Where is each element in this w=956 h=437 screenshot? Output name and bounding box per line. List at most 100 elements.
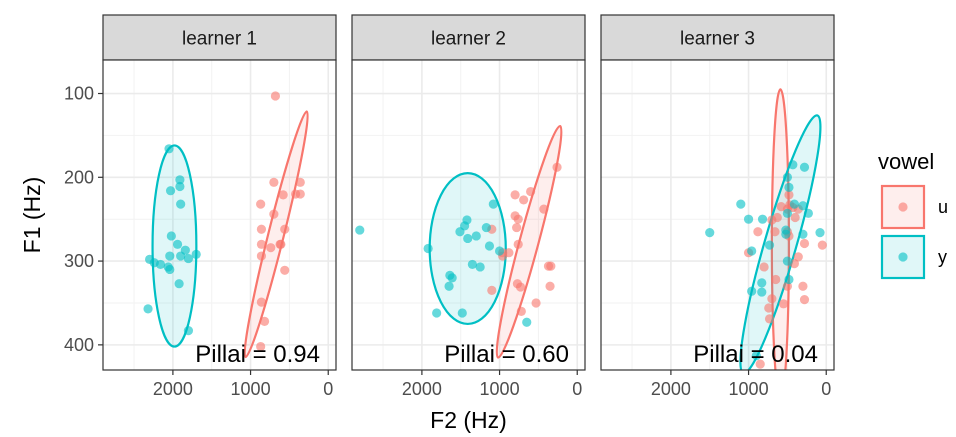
panel-border xyxy=(600,59,835,371)
point-y xyxy=(815,227,825,238)
legend-key-u: u xyxy=(880,184,948,230)
legend-label: y xyxy=(938,247,947,267)
y-tick-label: 200 xyxy=(64,167,94,187)
point-u xyxy=(269,209,279,219)
panel-background xyxy=(103,60,336,370)
point-u xyxy=(516,306,526,316)
point-u xyxy=(770,227,780,237)
point-y xyxy=(165,251,175,261)
point-y xyxy=(798,229,808,239)
point-u xyxy=(269,177,279,187)
x-tick-label: 2000 xyxy=(153,379,193,399)
x-tick-label: 2000 xyxy=(651,379,691,399)
y-tick-label: 400 xyxy=(64,335,94,355)
x-tick-label: 2000 xyxy=(402,379,442,399)
legend-title: vowel xyxy=(878,149,934,174)
ellipse-u xyxy=(243,110,309,359)
facet-strip xyxy=(102,14,337,61)
point-u xyxy=(512,222,522,233)
point-y xyxy=(757,214,768,224)
point-y xyxy=(736,199,746,209)
point-y xyxy=(494,246,505,256)
point-u xyxy=(778,299,789,309)
x-tick-label: 0 xyxy=(572,379,582,399)
point-u xyxy=(799,238,810,249)
point-y xyxy=(455,227,465,237)
point-u xyxy=(515,282,526,292)
point-y xyxy=(784,182,794,192)
point-y xyxy=(165,186,176,196)
point-u xyxy=(256,297,267,307)
point-y xyxy=(705,227,715,238)
x-tick-label: 1000 xyxy=(729,379,769,399)
point-u xyxy=(753,227,763,237)
point-u xyxy=(519,195,529,205)
point-y xyxy=(463,233,473,244)
point-y xyxy=(175,181,185,192)
legend-entries: uy xyxy=(880,184,948,280)
point-u xyxy=(513,214,523,224)
point-y xyxy=(747,286,757,296)
point-u xyxy=(256,224,267,234)
point-u xyxy=(546,261,556,271)
point-y xyxy=(782,208,793,218)
point-y xyxy=(488,199,498,209)
panel-data xyxy=(143,91,309,359)
point-y xyxy=(789,199,799,209)
point-y xyxy=(183,253,194,264)
point-y xyxy=(355,225,365,235)
y-tick-label: 300 xyxy=(64,251,94,271)
point-u xyxy=(764,303,774,313)
point-y xyxy=(165,264,175,275)
point-u xyxy=(755,359,765,369)
point-u xyxy=(510,190,520,200)
point-y xyxy=(467,259,477,270)
point-u xyxy=(256,341,266,352)
point-y xyxy=(782,256,793,266)
point-u xyxy=(295,177,305,187)
point-y xyxy=(471,231,481,241)
point-y xyxy=(457,308,467,318)
point-y xyxy=(484,241,495,251)
point-y xyxy=(757,278,767,288)
point-u xyxy=(798,281,808,291)
legend-key-point xyxy=(898,202,908,212)
point-u xyxy=(784,190,794,200)
point-u xyxy=(531,298,541,308)
point-u xyxy=(259,316,270,327)
legend-key-y: y xyxy=(880,234,947,280)
point-u xyxy=(790,212,800,223)
facet-strip-label: learner 3 xyxy=(680,29,755,50)
point-u xyxy=(817,240,827,250)
point-u xyxy=(513,239,523,249)
x-tick-label: 0 xyxy=(821,379,831,399)
point-u xyxy=(280,224,290,234)
y-tick-label: 100 xyxy=(64,84,94,104)
point-y xyxy=(799,162,810,172)
facet-strip-label: learner 2 xyxy=(431,29,506,50)
point-y xyxy=(143,304,153,314)
point-y xyxy=(174,279,184,289)
point-u xyxy=(291,189,301,199)
point-y xyxy=(747,246,757,256)
point-y xyxy=(175,175,185,185)
point-y xyxy=(176,251,186,261)
legend-key-point xyxy=(898,252,908,262)
facet-strip-label: learner 1 xyxy=(182,29,257,50)
point-y xyxy=(481,222,491,233)
point-y xyxy=(423,243,433,254)
legend: vowel uy xyxy=(878,149,948,280)
point-y xyxy=(757,287,767,297)
point-y xyxy=(432,308,442,318)
point-y xyxy=(522,317,532,327)
panel-border xyxy=(102,59,337,371)
point-y xyxy=(781,229,791,239)
point-u xyxy=(256,199,266,209)
point-u xyxy=(266,243,276,253)
x-axis-title: F2 (Hz) xyxy=(430,407,507,433)
point-y xyxy=(447,273,457,283)
y-axis-title: F1 (Hz) xyxy=(19,177,45,254)
point-u xyxy=(759,262,769,272)
